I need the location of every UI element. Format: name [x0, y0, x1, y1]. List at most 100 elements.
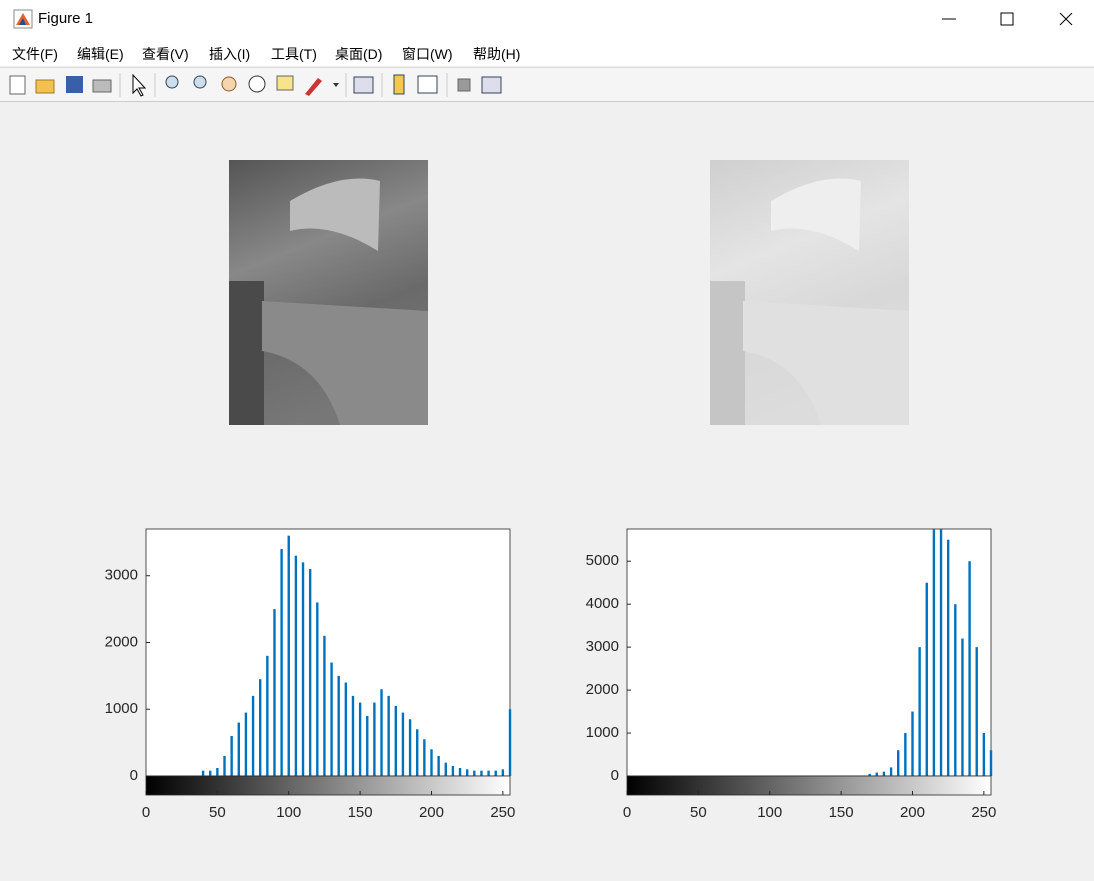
x-tick-label: 150 [829, 804, 854, 821]
zoom-out-icon[interactable] [193, 75, 207, 89]
bar [401, 712, 405, 776]
rotate-icon[interactable] [248, 75, 266, 93]
x-tick-label: 150 [348, 804, 373, 821]
x-tick-label: 200 [419, 804, 444, 821]
bar [975, 647, 978, 776]
hide-tools-icon[interactable] [457, 78, 471, 92]
bar [968, 561, 971, 776]
bar [294, 555, 298, 776]
bar [480, 770, 483, 776]
bar [904, 733, 907, 776]
bar [939, 529, 943, 776]
y-tick-label: 4000 [586, 595, 619, 612]
bar [380, 689, 383, 776]
close[interactable] [1059, 12, 1073, 26]
bar [918, 647, 921, 776]
menu-item[interactable]: 查看(V) [142, 46, 189, 62]
bar [882, 771, 886, 776]
menu-bar: 文件(F) 编辑(E) 查看(V) 插入(I) 工具(T) 桌面(D) 窗口(W… [0, 38, 1094, 66]
bar [423, 739, 426, 776]
maximize[interactable] [1000, 12, 1014, 26]
bar [430, 749, 433, 776]
brush-icon[interactable] [305, 78, 322, 96]
bar [244, 712, 248, 776]
bar [508, 709, 512, 776]
bar [351, 695, 355, 776]
y-tick-label: 2000 [105, 633, 138, 650]
bar [223, 755, 226, 776]
bar [494, 770, 497, 776]
x-tick-label: 250 [971, 804, 996, 821]
bar [451, 765, 455, 776]
bar [323, 635, 326, 776]
y-tick-label: 0 [130, 767, 138, 784]
y-tick-label: 1000 [586, 724, 619, 741]
bar [216, 767, 219, 776]
bar [925, 582, 928, 776]
save-icon[interactable] [66, 76, 83, 93]
menu-item[interactable]: 桌面(D) [335, 46, 383, 62]
plot-area [626, 528, 992, 777]
link-icon[interactable] [353, 76, 374, 94]
toolbar-icons [9, 73, 502, 97]
bar [366, 715, 369, 776]
menu-item[interactable]: 帮助(H) [473, 46, 521, 62]
menu-item[interactable]: 窗口(W) [402, 46, 453, 62]
bar [501, 769, 505, 776]
print-icon[interactable] [92, 79, 112, 93]
x-tick-label: 50 [209, 804, 226, 821]
x-tick-label: 200 [900, 804, 925, 821]
colorbar [626, 775, 992, 796]
x-tick-label: 0 [623, 804, 631, 821]
bar [465, 769, 469, 776]
bar [889, 767, 893, 776]
bar [258, 679, 262, 776]
menu-item[interactable]: 插入(I) [209, 46, 251, 62]
dropdown[interactable] [333, 83, 339, 87]
colorbar [145, 775, 511, 796]
bar [989, 750, 993, 776]
bar [487, 770, 490, 776]
bar [209, 770, 212, 776]
bar [946, 539, 950, 776]
bar [911, 711, 914, 776]
pan-icon[interactable] [221, 76, 237, 92]
zoom-in-icon[interactable] [165, 75, 179, 89]
menu-item[interactable]: 编辑(E) [77, 46, 124, 62]
y-tick-label: 2000 [586, 681, 619, 698]
bar [897, 750, 900, 776]
x-tick-label: 250 [490, 804, 515, 821]
bar [982, 733, 986, 776]
x-tick-label: 100 [276, 804, 301, 821]
bar [932, 529, 936, 776]
bar [301, 562, 305, 776]
datatip-icon[interactable] [276, 75, 294, 91]
bar [473, 770, 476, 776]
bar [437, 755, 440, 776]
y-tick-label: 5000 [586, 552, 619, 569]
bar [308, 569, 312, 776]
bar [330, 662, 333, 776]
x-tick-label: 100 [757, 804, 782, 821]
bar [287, 535, 290, 776]
dock-icon[interactable] [481, 76, 502, 94]
pointer-icon[interactable] [132, 73, 147, 97]
y-tick-label: 3000 [105, 567, 138, 584]
menu-item[interactable]: 文件(F) [12, 46, 58, 62]
toolbar [0, 67, 1094, 102]
colorbar-icon[interactable] [393, 74, 405, 95]
y-tick-label: 3000 [586, 638, 619, 655]
plot-area [145, 528, 511, 777]
window-title: Figure 1 [38, 10, 94, 27]
bar [458, 767, 462, 776]
bar [961, 638, 964, 776]
app-icon [13, 9, 33, 29]
y-tick-label: 1000 [105, 700, 138, 717]
legend-icon[interactable] [417, 75, 438, 94]
menu-item[interactable]: 工具(T) [271, 46, 317, 62]
x-tick-label: 0 [142, 804, 150, 821]
open-icon[interactable] [35, 79, 55, 94]
bar [416, 729, 419, 776]
new-icon[interactable] [9, 75, 26, 95]
